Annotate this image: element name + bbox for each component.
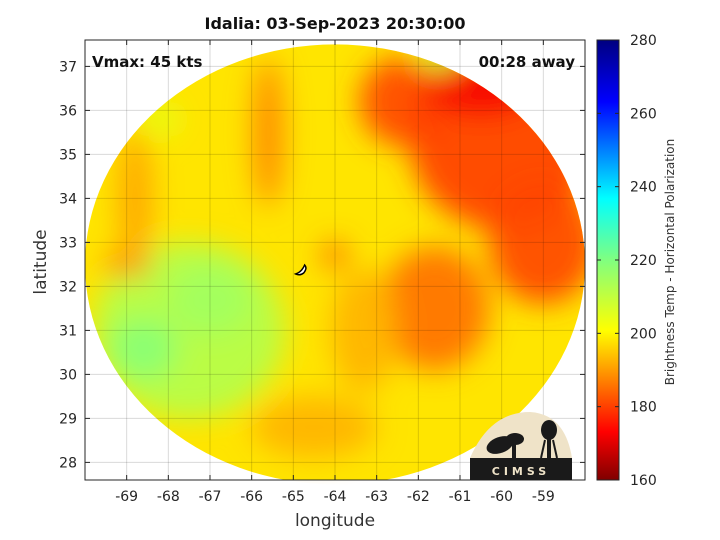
y-tick-label: 32 (59, 279, 77, 295)
colorbar-tick-label: 260 (630, 106, 657, 122)
temp-region (380, 246, 490, 370)
y-tick-label: 31 (59, 323, 77, 339)
y-tick-label: 30 (59, 367, 77, 383)
x-tick-label: -69 (115, 489, 138, 505)
colorbar-tick-label: 220 (630, 253, 657, 269)
temp-region (322, 242, 348, 269)
y-tick-label: 28 (59, 455, 77, 471)
temp-region (330, 268, 398, 392)
colorbar-tick-label: 160 (630, 473, 657, 489)
storm-center-symbol (293, 263, 307, 276)
storm-center-marker (293, 263, 307, 276)
x-tick-label: -60 (490, 489, 513, 505)
colorbar-tick-label: 280 (630, 33, 657, 49)
colorbar-ticks: 160 180 200 220 240 260 280 (597, 33, 657, 489)
colorbar-tick-label: 200 (630, 326, 657, 342)
x-tick-label: -67 (199, 489, 222, 505)
grid (85, 40, 585, 480)
y-tick-label: 33 (59, 235, 77, 251)
vmax-annotation: Vmax: 45 kts (92, 53, 203, 71)
colorbar-label: Brightness Temp - Horizontal Polarizatio… (663, 138, 677, 386)
x-tick-label: -59 (532, 489, 555, 505)
y-axis-label: latitude (31, 229, 51, 295)
x-tick-label: -61 (449, 489, 472, 505)
temp-region (118, 127, 152, 269)
cimss-logo: CIMSS (470, 412, 572, 480)
temp-region (110, 317, 177, 379)
colorbar-tick-label: 240 (630, 180, 657, 196)
x-tick-label: -64 (324, 489, 347, 505)
temp-region (489, 180, 585, 304)
time-offset-annotation: 00:28 away (478, 53, 575, 71)
axis-ticks: -69 -68 -67 -66 -65 -64 -63 -62 -61 -60 -59 28 29 30 3… (59, 40, 585, 505)
x-tick-label: -63 (365, 489, 388, 505)
y-tick-label: 35 (59, 147, 77, 163)
temp-region (168, 264, 252, 335)
y-tick-label: 37 (59, 59, 77, 75)
x-tick-label: -62 (407, 489, 430, 505)
colorbar-tick-label: 180 (630, 400, 657, 416)
x-axis-label: longitude (294, 511, 376, 531)
y-tick-label: 34 (59, 191, 77, 207)
x-tick-label: -65 (282, 489, 305, 505)
y-tick-label: 36 (59, 103, 77, 119)
y-tick-label: 29 (59, 411, 77, 427)
temp-region (101, 251, 152, 278)
temp-region (253, 57, 283, 208)
temp-region (251, 396, 377, 459)
x-tick-label: -66 (240, 489, 263, 505)
chart-title: Idalia: 03-Sep-2023 20:30:00 (204, 14, 466, 33)
x-tick-label: -68 (157, 489, 180, 505)
logo-text: CIMSS (492, 465, 550, 478)
